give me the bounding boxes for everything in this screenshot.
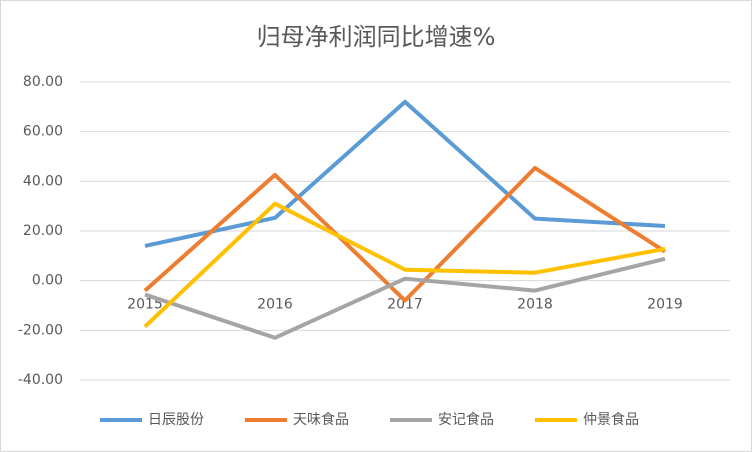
- x-tick-label: 2016: [257, 297, 293, 313]
- x-tick-label: 2018: [517, 297, 553, 313]
- y-tick-label: -20.00: [18, 322, 63, 338]
- series-line: [143, 165, 667, 303]
- y-tick-label: 40.00: [23, 173, 63, 189]
- series-line: [144, 256, 666, 340]
- x-tick-label: 2017: [387, 297, 423, 313]
- y-tick-label: 20.00: [23, 223, 63, 239]
- x-tick-label: 2015: [127, 297, 163, 313]
- chart-title: 归母净利润同比增速%: [257, 23, 496, 51]
- series-line: [143, 201, 666, 329]
- y-tick-label: 80.00: [23, 74, 63, 90]
- legend-label: 仲景食品: [583, 411, 639, 428]
- x-tick-label: 2019: [647, 297, 683, 313]
- y-tick-label: 0.00: [32, 273, 63, 289]
- y-tick-label: -40.00: [18, 372, 63, 388]
- series-line: [144, 99, 666, 248]
- y-tick-label: 60.00: [23, 124, 63, 140]
- legend-label: 天味食品: [293, 411, 349, 428]
- legend-label: 日辰股份: [148, 412, 204, 428]
- legend-label: 安记食品: [438, 411, 494, 428]
